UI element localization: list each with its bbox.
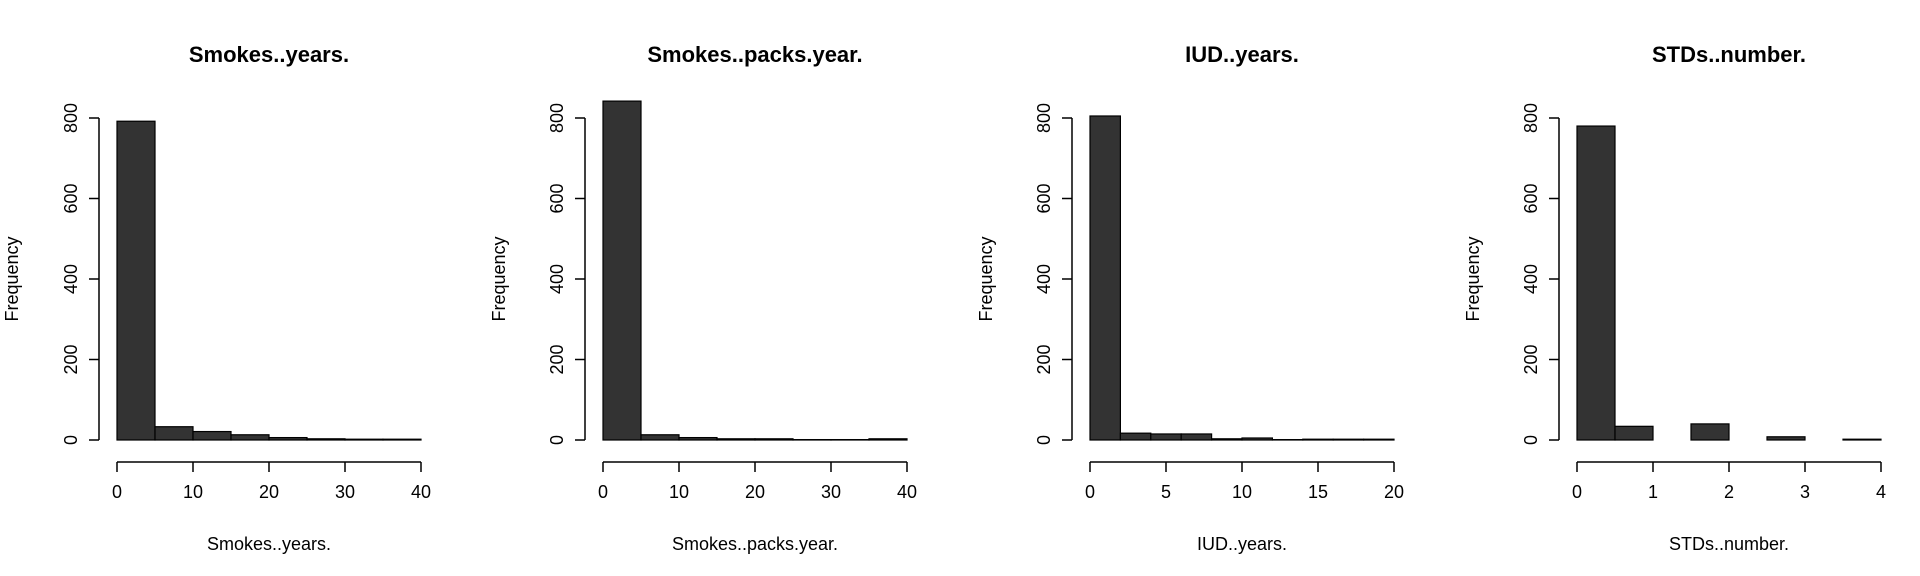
x-tick-label: 2 [1724, 482, 1734, 502]
y-axis-label: Frequency [976, 236, 996, 321]
histogram-bar [1332, 438, 1365, 441]
y-tick-label: 0 [61, 435, 81, 445]
x-tick-label: 1 [1648, 482, 1658, 502]
y-tick-label: 200 [61, 344, 81, 374]
y-axis-label: Frequency [2, 236, 22, 321]
x-tick-label: 20 [259, 482, 279, 502]
x-tick-label: 10 [1232, 482, 1252, 502]
y-axis-label: Frequency [1463, 236, 1483, 321]
histogram-bar [344, 438, 384, 441]
histogram-bar [192, 430, 232, 441]
x-tick-label: 4 [1876, 482, 1886, 502]
x-tick-label: 10 [183, 482, 203, 502]
y-tick-label: 800 [61, 103, 81, 133]
y-tick-label: 200 [1521, 344, 1541, 374]
x-tick-label: 30 [335, 482, 355, 502]
histogram-bar [602, 100, 642, 441]
panel-title: Smokes..packs.year. [647, 42, 862, 67]
y-axis: 0 200 400 600 800 [547, 103, 586, 445]
x-axis-label: STDs..number. [1669, 534, 1789, 554]
x-tick-label: 20 [1384, 482, 1404, 502]
x-tick-label: 30 [821, 482, 841, 502]
histogram-bar [1302, 438, 1334, 441]
histogram-bar [1766, 436, 1806, 441]
y-tick-label: 0 [547, 435, 567, 445]
panel-title: STDs..number. [1652, 42, 1806, 67]
histogram-bar [1119, 432, 1152, 441]
x-axis: 0 10 20 30 40 [598, 461, 917, 502]
histogram-panel-3: IUD..years.0 5 10 15 200200400600800IUD..yea… [976, 42, 1404, 554]
histogram-bar [678, 436, 718, 441]
histogram-bar [868, 438, 908, 441]
histogram-bar [1614, 425, 1654, 441]
panel-title: Smokes..years. [189, 42, 349, 67]
x-axis: 0 1 2 3 4 [1572, 461, 1886, 502]
x-tick-label: 0 [112, 482, 122, 502]
histogram-bar [306, 438, 346, 441]
histogram-bar [116, 120, 156, 441]
x-tick-label: 5 [1161, 482, 1171, 502]
x-tick-label: 3 [1800, 482, 1810, 502]
histogram-bar [268, 436, 308, 441]
y-tick-label: 600 [1521, 183, 1541, 213]
y-tick-label: 400 [1034, 264, 1054, 294]
x-tick-label: 15 [1308, 482, 1328, 502]
histogram-bar [1362, 438, 1395, 441]
y-tick-label: 400 [547, 264, 567, 294]
x-axis: 0 10 20 30 40 [112, 461, 431, 502]
histogram-bar [1690, 423, 1730, 441]
histogram-panel-1: Smokes..years.0 10 20 30 400200400600800Smok… [2, 42, 431, 554]
histogram-bar [230, 434, 270, 441]
y-axis-label: Frequency [489, 236, 509, 321]
histogram-bar [154, 426, 194, 441]
x-axis-label: Smokes..packs.year. [672, 534, 838, 554]
panel-title: IUD..years. [1185, 42, 1299, 67]
x-tick-label: 20 [745, 482, 765, 502]
x-tick-label: 0 [1572, 482, 1582, 502]
histogram-bar [1089, 115, 1121, 441]
y-tick-label: 600 [61, 183, 81, 213]
x-axis: 0 5 10 15 20 [1085, 461, 1404, 502]
y-tick-label: 600 [1034, 183, 1054, 213]
y-tick-label: 0 [1521, 435, 1541, 445]
y-tick-label: 800 [547, 103, 567, 133]
y-axis: 0 200 400 600 800 [61, 103, 100, 445]
x-tick-label: 0 [598, 482, 608, 502]
x-axis-label: IUD..years. [1197, 534, 1287, 554]
histogram-bar [1210, 438, 1243, 441]
y-tick-label: 800 [1521, 103, 1541, 133]
histogram-bar [1180, 433, 1213, 441]
histogram-bar [716, 438, 756, 441]
y-tick-label: 800 [1034, 103, 1054, 133]
y-tick-label: 0 [1034, 435, 1054, 445]
y-axis: 0 200 400 600 800 [1521, 103, 1560, 445]
histogram-bar [1241, 437, 1273, 441]
x-tick-label: 40 [411, 482, 431, 502]
y-tick-label: 400 [1521, 264, 1541, 294]
histogram-bar [1150, 433, 1182, 441]
histogram-bar [382, 438, 422, 441]
histogram-bar [1576, 125, 1616, 441]
histogram-bar [754, 438, 794, 441]
y-tick-label: 200 [1034, 344, 1054, 374]
histogram-bar [1842, 438, 1882, 441]
histogram-panel-4: STDs..number. 0 1 2 3 4 0 200 400 600 800 STDs..num… [1463, 42, 1886, 554]
histogram-bar [640, 434, 680, 441]
y-tick-label: 400 [61, 264, 81, 294]
histogram-panel-2: Smokes..packs.year.0 10 20 30 40020040060080… [489, 42, 917, 554]
x-axis-label: Smokes..years. [207, 534, 331, 554]
y-tick-label: 200 [547, 344, 567, 374]
y-axis: 0 200 400 600 800 [1034, 103, 1073, 445]
y-tick-label: 600 [547, 183, 567, 213]
x-tick-label: 0 [1085, 482, 1095, 502]
x-tick-label: 40 [897, 482, 917, 502]
x-tick-label: 10 [669, 482, 689, 502]
